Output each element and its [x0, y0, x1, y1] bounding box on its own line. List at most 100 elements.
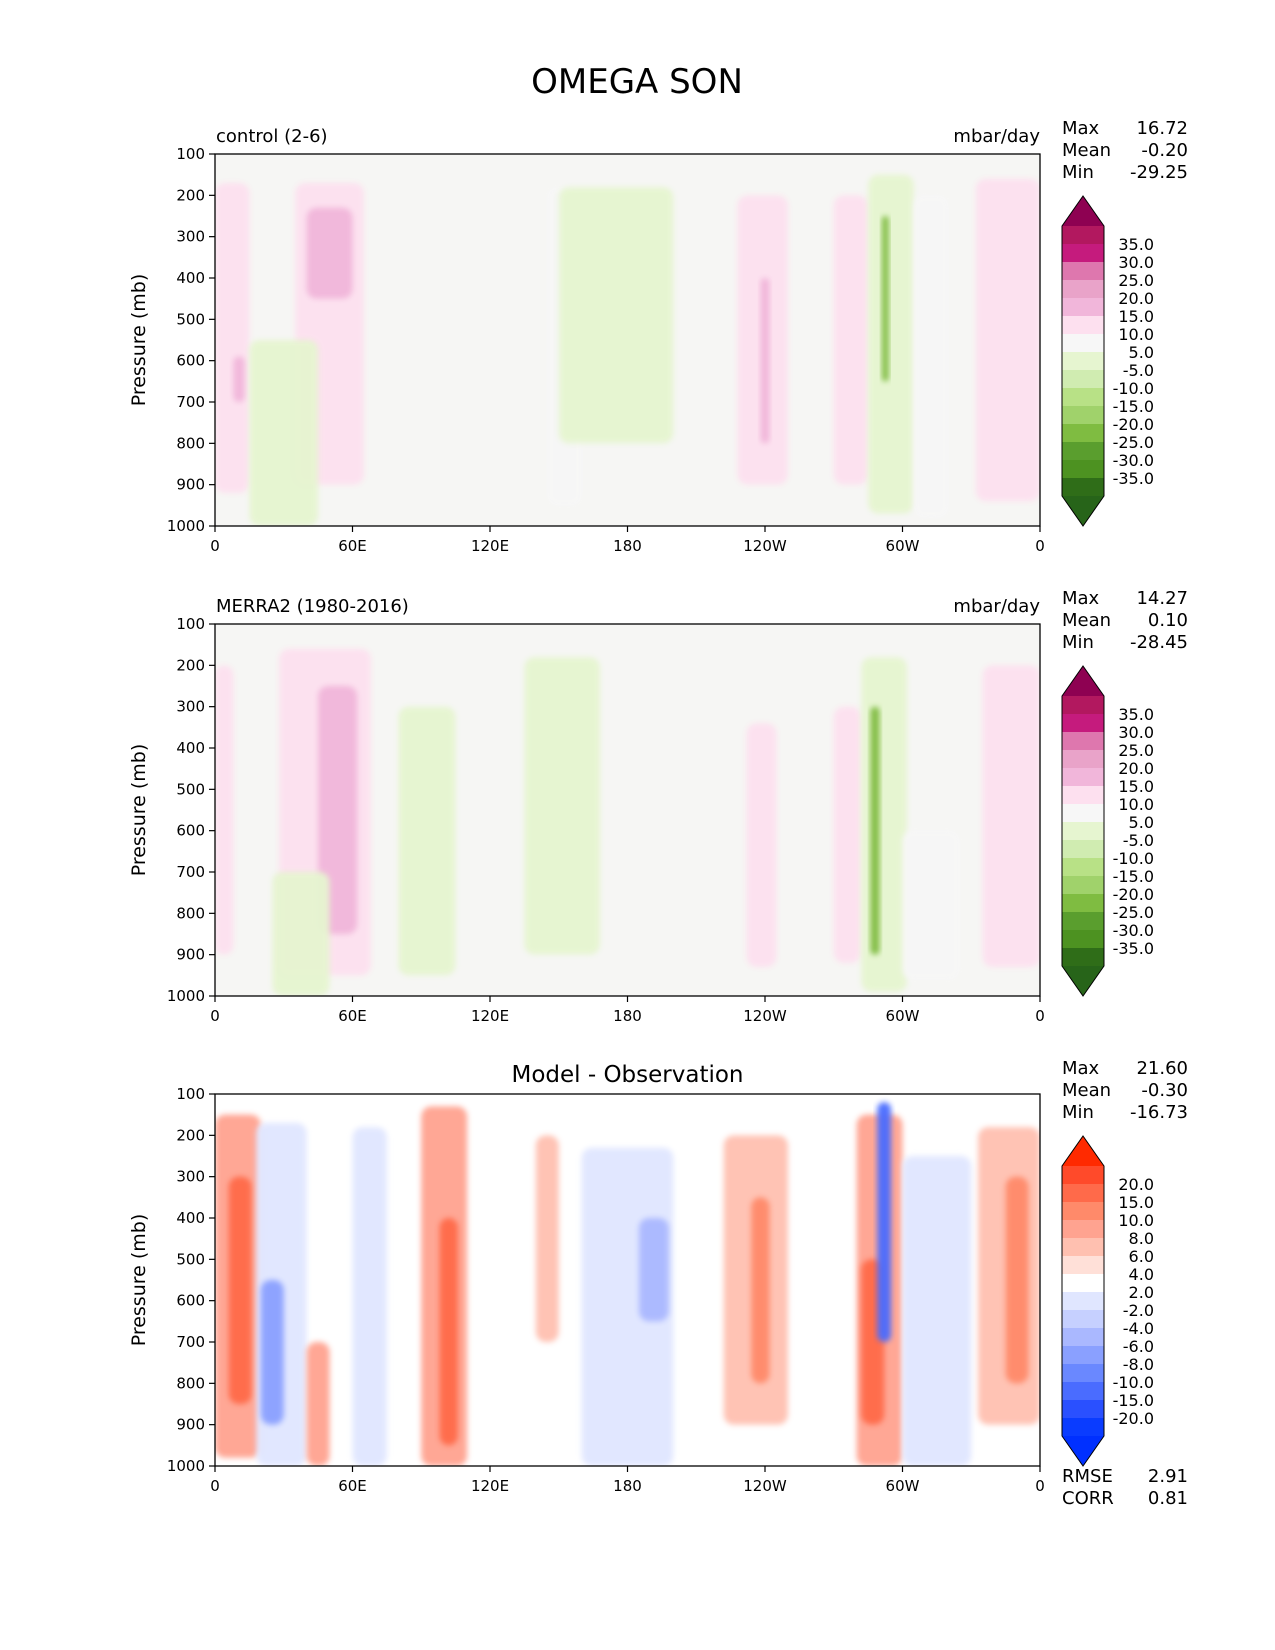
y-tick-label: 1000 — [167, 1457, 205, 1475]
colorbar-band — [1062, 732, 1104, 751]
contour-field — [215, 648, 1040, 996]
colorbar-label: 5.0 — [1129, 813, 1154, 832]
colorbar-label: 25.0 — [1118, 741, 1154, 760]
y-tick-label: 800 — [176, 434, 205, 452]
y-tick-label: 400 — [176, 1209, 205, 1227]
colorbar-band — [1062, 1310, 1104, 1329]
x-tick-label: 180 — [613, 1007, 642, 1025]
contour-region — [306, 1342, 330, 1466]
stat-min-value: -16.73 — [1130, 1102, 1188, 1123]
contour-region — [760, 278, 770, 444]
colorbar-band — [1062, 388, 1104, 407]
colorbar-band — [1062, 334, 1104, 353]
colorbar-band — [1062, 1220, 1104, 1239]
colorbar-label: -15.0 — [1113, 1391, 1154, 1410]
colorbar-label: -15.0 — [1113, 397, 1154, 416]
contour-region — [833, 706, 862, 963]
y-tick-label: 300 — [176, 1168, 205, 1186]
colorbar-band — [1062, 876, 1104, 895]
colorbar-bottom-extend — [1062, 966, 1104, 996]
colorbar-band — [1062, 894, 1104, 913]
y-tick-label: 700 — [176, 863, 205, 881]
y-axis-label: Pressure (mb) — [128, 1214, 150, 1347]
colorbar-band — [1062, 1202, 1104, 1221]
y-tick-label: 800 — [176, 904, 205, 922]
units-label: mbar/day — [953, 126, 1040, 147]
colorbar-outline — [1061, 665, 1105, 997]
contour-region — [439, 1218, 458, 1446]
contour-region — [833, 195, 869, 485]
colorbar-band — [1062, 262, 1104, 281]
colorbar: 20.015.010.08.06.04.02.0-2.0-4.0-6.0-8.0… — [1061, 1135, 1154, 1467]
x-tick-label: 120E — [471, 1477, 509, 1495]
contour-region — [638, 1218, 669, 1322]
panel-2: 100 200 300 400 500 600 700 800 900 1000 0 60E 120E 1… — [128, 588, 1188, 1025]
colorbar-label: 35.0 — [1118, 705, 1154, 724]
y-tick-label: 900 — [176, 476, 205, 494]
stat-rmse-label: RMSE — [1062, 1466, 1113, 1487]
colorbar-label: 5.0 — [1129, 343, 1154, 362]
y-tick-label: 400 — [176, 739, 205, 757]
stat-max-label: Max — [1062, 118, 1100, 139]
colorbar-top-extend — [1062, 666, 1104, 696]
y-tick-label: 300 — [176, 228, 205, 246]
stat-min-label: Min — [1062, 632, 1094, 653]
panel-title: control (2-6) — [216, 126, 328, 147]
colorbar-band — [1062, 1184, 1104, 1203]
colorbar-label: -10.0 — [1113, 849, 1154, 868]
contour-field — [215, 174, 1040, 526]
colorbar-band — [1062, 768, 1104, 787]
colorbar-band — [1062, 858, 1104, 877]
colorbar-band — [1062, 406, 1104, 425]
colorbar-band — [1062, 1166, 1104, 1185]
stat-min-label: Min — [1062, 162, 1094, 183]
stat-max-value: 14.27 — [1136, 588, 1188, 609]
colorbar-label: 15.0 — [1118, 1193, 1154, 1212]
x-tick-label: 0 — [1035, 537, 1045, 555]
contour-region — [902, 1156, 972, 1466]
colorbar-band — [1062, 840, 1104, 859]
panel-3: 100 200 300 400 500 600 700 800 900 1000 0 60E 120E 1… — [128, 1058, 1188, 1509]
x-tick-label: 120E — [471, 1007, 509, 1025]
colorbar-band — [1062, 424, 1104, 443]
x-tick-label: 120W — [743, 537, 787, 555]
x-tick-label: 60W — [886, 537, 920, 555]
y-tick-label: 100 — [176, 615, 205, 633]
colorbar-label: -20.0 — [1113, 415, 1154, 434]
stat-corr-label: CORR — [1062, 1488, 1114, 1509]
colorbar-band — [1062, 1274, 1104, 1293]
stat-rmse-value: 2.91 — [1148, 1466, 1188, 1487]
stat-mean-label: Mean — [1062, 1080, 1111, 1101]
y-tick-label: 100 — [176, 145, 205, 163]
stat-corr-value: 0.81 — [1148, 1488, 1188, 1509]
y-tick-label: 700 — [176, 1333, 205, 1351]
contour-region — [228, 1176, 252, 1404]
colorbar-band — [1062, 316, 1104, 335]
contour-region — [215, 665, 234, 955]
colorbar-label: 10.0 — [1118, 795, 1154, 814]
colorbar-label: 30.0 — [1118, 723, 1154, 742]
colorbar-outline — [1061, 1135, 1105, 1467]
x-tick-label: 60W — [886, 1477, 920, 1495]
colorbar-band — [1062, 696, 1104, 715]
colorbar-label: 15.0 — [1118, 307, 1154, 326]
colorbar-band — [1062, 1400, 1104, 1419]
colorbar-label: -4.0 — [1123, 1319, 1154, 1338]
panel-title: Model - Observation — [511, 1062, 743, 1088]
stat-max-label: Max — [1062, 588, 1100, 609]
colorbar-top-extend — [1062, 196, 1104, 226]
colorbar-label: -15.0 — [1113, 867, 1154, 886]
y-axis-label: Pressure (mb) — [128, 274, 150, 407]
colorbar-label: -10.0 — [1113, 379, 1154, 398]
colorbar-label: -25.0 — [1113, 903, 1154, 922]
colorbar-label: -35.0 — [1113, 469, 1154, 488]
colorbar-label: -5.0 — [1123, 361, 1154, 380]
contour-region — [215, 182, 250, 493]
x-tick-label: 120W — [743, 1007, 787, 1025]
colorbar-label: -25.0 — [1113, 433, 1154, 452]
colorbar-band — [1062, 804, 1104, 823]
contour-region — [260, 1280, 284, 1425]
y-tick-label: 800 — [176, 1374, 205, 1392]
x-tick-label: 60E — [338, 537, 367, 555]
x-tick-label: 0 — [210, 537, 220, 555]
